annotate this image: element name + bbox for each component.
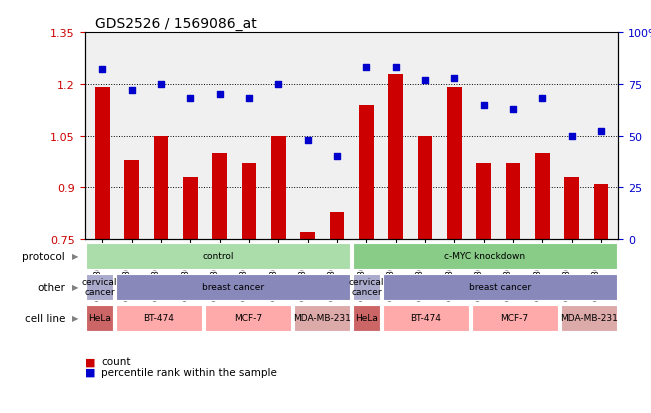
Point — [273, 81, 283, 88]
Point — [537, 96, 547, 102]
Point — [478, 102, 489, 109]
Point — [331, 154, 342, 160]
Text: c-MYC knockdown: c-MYC knockdown — [445, 252, 525, 261]
Text: cell line: cell line — [25, 313, 65, 323]
Text: breast cancer: breast cancer — [469, 282, 531, 292]
Point — [243, 96, 254, 102]
FancyBboxPatch shape — [353, 274, 380, 300]
FancyBboxPatch shape — [86, 274, 113, 300]
Point — [420, 77, 430, 84]
Text: HeLa: HeLa — [355, 313, 378, 323]
Bar — [154, 136, 168, 240]
Text: count: count — [101, 356, 130, 366]
Text: control: control — [202, 252, 234, 261]
Bar — [271, 136, 286, 240]
Bar — [417, 136, 432, 240]
Bar — [300, 233, 315, 240]
Point — [596, 129, 606, 135]
Bar — [506, 164, 520, 240]
Bar — [329, 212, 344, 240]
Point — [97, 67, 107, 74]
FancyBboxPatch shape — [294, 305, 350, 331]
Point — [302, 137, 312, 144]
Text: MCF-7: MCF-7 — [501, 313, 529, 323]
Point — [214, 92, 225, 98]
FancyBboxPatch shape — [561, 305, 617, 331]
Text: BT-474: BT-474 — [143, 313, 174, 323]
Bar — [564, 178, 579, 240]
Bar — [535, 154, 549, 240]
Text: ▶: ▶ — [72, 252, 78, 261]
FancyBboxPatch shape — [86, 243, 350, 269]
Text: MDA-MB-231: MDA-MB-231 — [560, 313, 618, 323]
Point — [185, 96, 195, 102]
Point — [361, 65, 372, 71]
Text: GDS2526 / 1569086_at: GDS2526 / 1569086_at — [95, 17, 257, 31]
FancyBboxPatch shape — [116, 274, 350, 300]
FancyBboxPatch shape — [471, 305, 558, 331]
Point — [566, 133, 577, 140]
Bar — [242, 164, 256, 240]
Text: breast cancer: breast cancer — [202, 282, 264, 292]
Text: HeLa: HeLa — [88, 313, 111, 323]
Text: other: other — [37, 282, 65, 292]
FancyBboxPatch shape — [116, 305, 202, 331]
Text: cervical
cancer: cervical cancer — [82, 278, 117, 297]
Text: protocol: protocol — [22, 251, 65, 261]
Bar — [359, 105, 374, 240]
Point — [391, 65, 401, 71]
Bar — [388, 74, 403, 240]
Bar — [95, 88, 109, 240]
Point — [156, 81, 166, 88]
Text: percentile rank within the sample: percentile rank within the sample — [101, 367, 277, 377]
Bar — [212, 154, 227, 240]
FancyBboxPatch shape — [383, 274, 617, 300]
Point — [449, 75, 460, 82]
Bar — [447, 88, 462, 240]
Text: MDA-MB-231: MDA-MB-231 — [293, 313, 351, 323]
Point — [508, 106, 518, 113]
Point — [126, 88, 137, 94]
FancyBboxPatch shape — [353, 243, 617, 269]
FancyBboxPatch shape — [383, 305, 469, 331]
Bar — [594, 185, 608, 240]
Text: ■: ■ — [85, 356, 95, 366]
FancyBboxPatch shape — [86, 305, 113, 331]
Text: ■: ■ — [85, 367, 95, 377]
FancyBboxPatch shape — [353, 305, 380, 331]
Text: ▶: ▶ — [72, 282, 78, 292]
Text: cervical
cancer: cervical cancer — [349, 278, 384, 297]
Text: BT-474: BT-474 — [410, 313, 441, 323]
Bar — [476, 164, 491, 240]
Bar — [183, 178, 197, 240]
Bar — [124, 160, 139, 240]
FancyBboxPatch shape — [204, 305, 291, 331]
Text: MCF-7: MCF-7 — [234, 313, 262, 323]
Text: ▶: ▶ — [72, 313, 78, 323]
